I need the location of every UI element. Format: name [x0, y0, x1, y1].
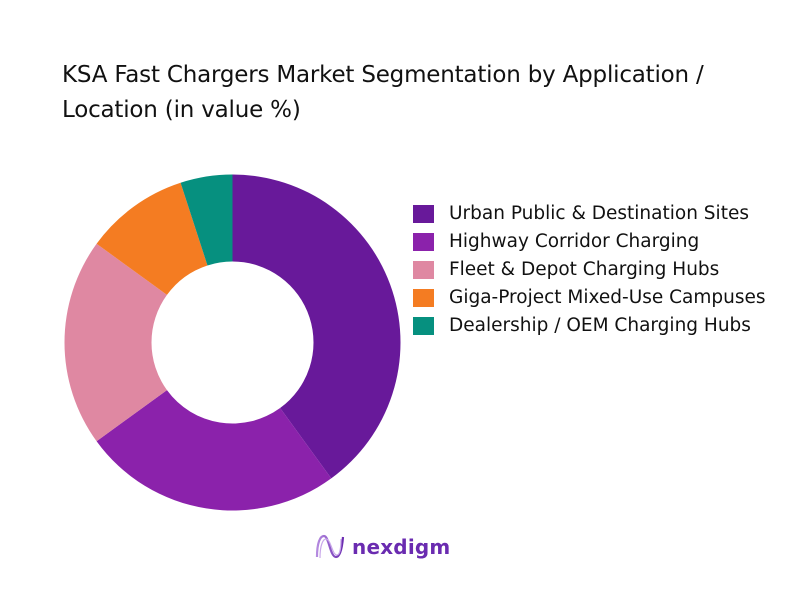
legend-swatch: [413, 261, 434, 279]
chart-title: KSA Fast Chargers Market Segmentation by…: [62, 62, 704, 123]
legend-label: Giga-Project Mixed-Use Campuses: [449, 287, 766, 308]
donut-chart: [60, 170, 405, 515]
legend-label: Fleet & Depot Charging Hubs: [449, 259, 720, 280]
legend-item: Highway Corridor Charging: [413, 228, 793, 256]
legend-label: Highway Corridor Charging: [449, 231, 700, 252]
legend-swatch: [413, 289, 434, 307]
donut-slice: [96, 182, 208, 295]
legend-swatch: [413, 317, 434, 335]
donut-slice: [180, 174, 233, 266]
legend-item: Giga-Project Mixed-Use Campuses: [413, 284, 793, 312]
nexdigm-logo: nexdigm: [314, 532, 450, 562]
donut-slice: [96, 390, 332, 511]
legend-item: Urban Public & Destination Sites: [413, 200, 793, 228]
donut-svg: [64, 174, 401, 511]
legend-swatch: [413, 205, 434, 223]
donut-slice: [64, 243, 167, 442]
legend-item: Dealership / OEM Charging Hubs: [413, 312, 793, 340]
legend-label: Dealership / OEM Charging Hubs: [449, 315, 751, 336]
legend-item: Fleet & Depot Charging Hubs: [413, 256, 793, 284]
legend-label: Urban Public & Destination Sites: [449, 203, 749, 224]
legend-swatch: [413, 233, 434, 251]
legend: Urban Public & Destination Sites Highway…: [413, 200, 793, 340]
logo-text: nexdigm: [352, 535, 451, 559]
wave-logo-icon: [315, 534, 345, 559]
donut-slice: [232, 174, 401, 479]
